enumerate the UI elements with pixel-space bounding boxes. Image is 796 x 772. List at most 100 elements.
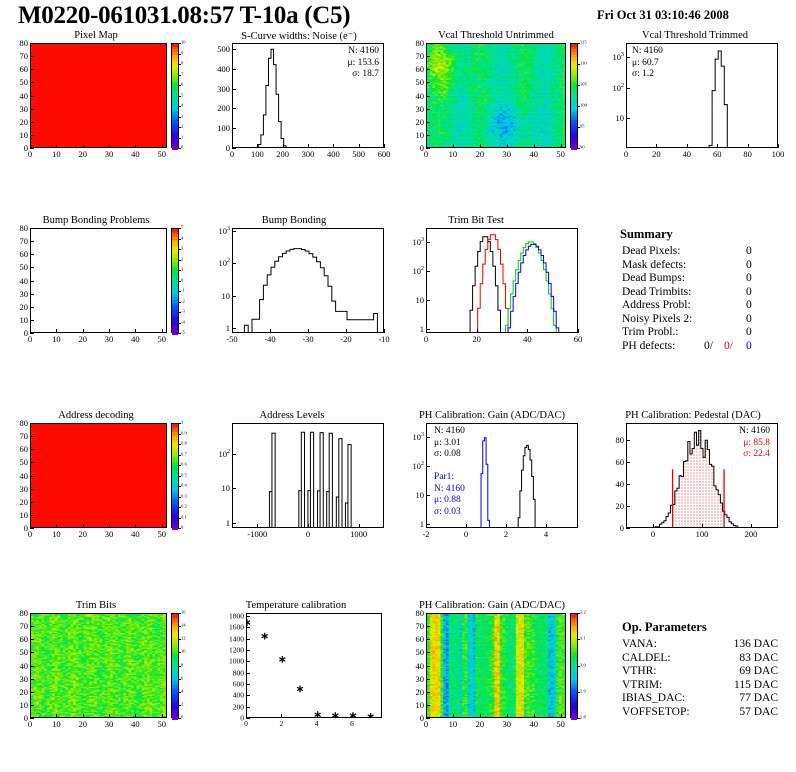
- panel-title: S-Curve widths: Noise (e⁻): [241, 31, 357, 42]
- y-tick-label: 60: [19, 249, 29, 260]
- color-bar-segment: [571, 614, 577, 618]
- color-bar-tick-label: 1: [181, 266, 184, 272]
- y-tick: [626, 87, 630, 89]
- x-tick: [506, 144, 508, 148]
- x-tick-label: 0: [423, 719, 429, 729]
- color-bar-segment: [172, 437, 178, 441]
- x-tick-label: 0: [423, 334, 429, 344]
- y-tick-label: 50: [415, 647, 425, 658]
- color-bar-segment: [172, 328, 178, 332]
- color-bar-segment: [172, 91, 178, 95]
- color-bar-tick-label: 95: [580, 123, 585, 129]
- plot-area[interactable]: [30, 228, 167, 333]
- plot-area[interactable]: [246, 613, 382, 718]
- op-parameter-value: 83 DAC: [739, 651, 778, 664]
- summary-label: Trim Probl.:: [622, 326, 679, 338]
- color-bar-segment: [172, 663, 178, 668]
- color-bar-segment: [172, 57, 178, 61]
- x-tick: [30, 329, 31, 333]
- x-tick-label: 60: [712, 149, 722, 159]
- plot-area[interactable]: [232, 228, 384, 333]
- color-bar-segment: [172, 447, 178, 451]
- color-bar-segment: [172, 130, 178, 134]
- plot-area[interactable]: [626, 423, 778, 528]
- color-bar-segment: [172, 44, 178, 48]
- x-tick: [30, 144, 31, 148]
- x-tick: [351, 714, 353, 718]
- y-tick: [30, 228, 34, 229]
- color-bar-segment: [571, 687, 577, 691]
- plot-area[interactable]: [30, 423, 167, 528]
- x-tick-label: 40: [131, 149, 140, 159]
- plot-area[interactable]: [626, 43, 778, 148]
- color-bar-tick: [178, 43, 181, 44]
- color-bar-tick-label: 3.2: [580, 609, 586, 615]
- y-tick-label: 103: [218, 225, 231, 236]
- color-bar-segment: [571, 117, 577, 121]
- op-parameter-value: 57 DAC: [739, 705, 778, 718]
- plot-area[interactable]: [232, 423, 384, 528]
- y-tick-label: 103: [412, 236, 425, 247]
- x-tick: [384, 144, 385, 148]
- x-tick: [82, 144, 84, 148]
- y-tick: [30, 678, 34, 680]
- y-tick: [30, 514, 34, 516]
- x-tick-label: 100: [771, 149, 785, 159]
- x-tick-label: 0: [27, 334, 33, 344]
- color-bar-segment: [571, 621, 577, 626]
- y-tick: [30, 613, 34, 614]
- color-bar-segment: [172, 442, 178, 446]
- color-bar-segment: [571, 666, 577, 670]
- x-tick-label: 4: [543, 529, 549, 539]
- color-bar-segment: [571, 51, 577, 56]
- x-tick: [109, 144, 111, 148]
- y-tick-label: 400: [217, 63, 230, 74]
- plot-area[interactable]: [426, 43, 566, 148]
- color-bar-tick: [178, 116, 181, 118]
- x-tick-label: 4: [314, 719, 319, 728]
- x-tick-label: 0: [463, 529, 469, 539]
- x-tick-label: 300: [301, 149, 315, 159]
- color-bar-tick: [178, 486, 181, 487]
- x-tick-label: 50: [157, 719, 166, 729]
- stat-n: N: 4160: [348, 46, 379, 56]
- plot-area[interactable]: [426, 613, 566, 718]
- color-bar-segment: [571, 616, 577, 620]
- color-bar-segment: [172, 263, 178, 267]
- plot-area[interactable]: [426, 228, 578, 333]
- plot-area[interactable]: [30, 43, 167, 148]
- color-bar-tick-label: 9: [181, 50, 184, 56]
- x-tick: [161, 144, 163, 148]
- color-bar-segment: [571, 135, 577, 140]
- color-bar-tick: [178, 64, 181, 65]
- color-bar-segment: [172, 648, 178, 652]
- op-parameter-label: IBIAS_DAC:: [622, 692, 686, 704]
- color-bar-segment: [172, 692, 178, 696]
- x-tick: [30, 714, 31, 718]
- color-bar-segment: [172, 229, 178, 233]
- y-tick: [232, 488, 236, 490]
- summary-label: Mask defects:: [622, 258, 687, 271]
- x-tick-label: 200: [276, 149, 290, 159]
- x-tick: [546, 524, 547, 528]
- y-tick-label: 102: [612, 82, 625, 93]
- y-tick-label: 40: [415, 660, 425, 671]
- color-bar-tick-label: 3.1: [580, 635, 586, 641]
- color-bar-segment: [571, 122, 577, 126]
- plot-area[interactable]: [426, 423, 578, 528]
- color-bar-segment: [172, 83, 178, 87]
- color-bar-tick: [577, 64, 580, 65]
- y-tick-label: 800: [232, 668, 244, 678]
- x-tick-label: 500: [352, 149, 366, 159]
- x-tick: [30, 524, 31, 528]
- y-tick: [426, 148, 430, 149]
- y-tick: [426, 678, 430, 680]
- y-tick-label: 20: [415, 686, 425, 697]
- plot-area[interactable]: [232, 43, 384, 148]
- y-tick: [426, 56, 430, 58]
- color-bar-segment: [172, 107, 178, 111]
- x-tick: [109, 524, 111, 528]
- plot-area[interactable]: [30, 613, 167, 718]
- color-bar-segment: [172, 141, 178, 145]
- y-tick: [232, 230, 236, 232]
